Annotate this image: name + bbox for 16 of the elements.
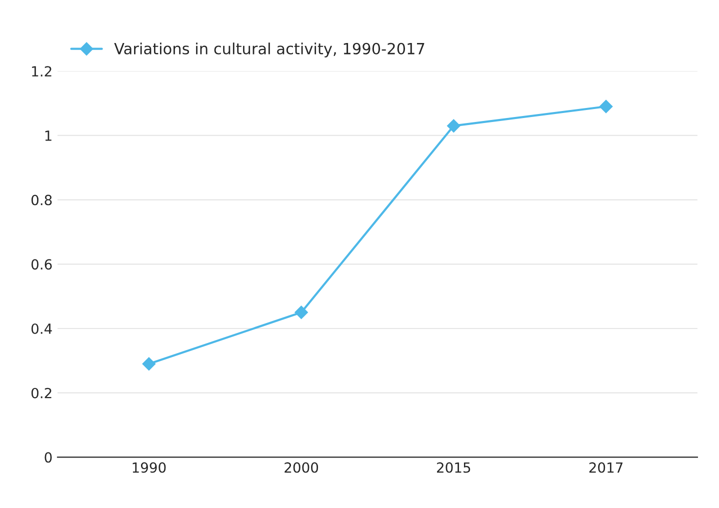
- y-tick-label: 1: [45, 130, 52, 141]
- point: [447, 119, 460, 132]
- y-tick-label: 0: [44, 452, 52, 463]
- y-tick-label: 0.4: [31, 323, 52, 334]
- x-tick-label: 2017: [589, 462, 622, 473]
- y-tick-label: 0.8: [31, 194, 52, 206]
- legend-label: Variations in cultural activity, 1990-2017: [114, 42, 424, 58]
- y-tick-label: 1.2: [32, 66, 52, 76]
- point: [142, 357, 156, 370]
- x-tick-label: 2015: [437, 462, 470, 473]
- y-tick-label: 0.2: [31, 388, 52, 398]
- point: [294, 306, 308, 320]
- point: [599, 100, 613, 114]
- y-tick-label: 0.6: [31, 259, 52, 270]
- x-tick-label: 2000: [284, 462, 318, 473]
- x-tick-label: 1990: [132, 462, 166, 473]
